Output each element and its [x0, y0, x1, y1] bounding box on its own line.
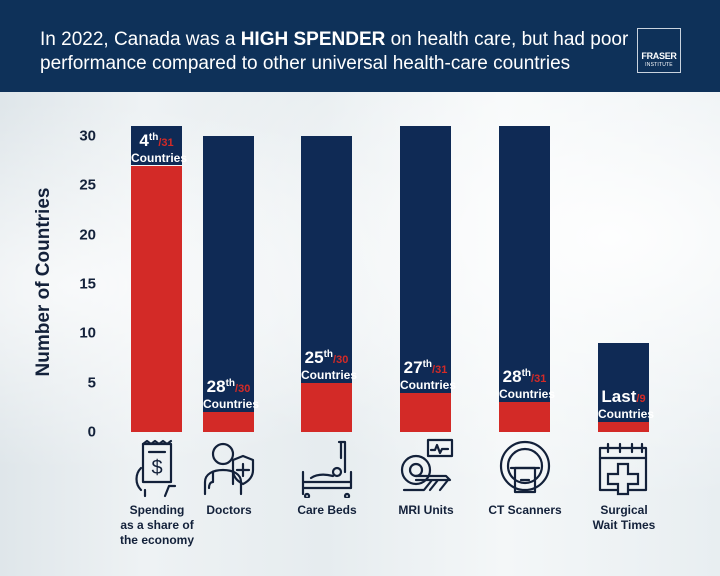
rank-countries: Countries	[598, 407, 655, 422]
title-text: In 2022, Canada was a	[40, 29, 241, 50]
rank-countries: Countries	[301, 367, 358, 382]
category-label-line: Surgical	[600, 503, 648, 517]
bar-5: 28th/31 Countries	[499, 126, 556, 432]
rank-total: /31	[432, 363, 448, 376]
category-label-line: Wait Times	[592, 518, 656, 532]
bar-segment-below	[499, 402, 550, 432]
rank-suffix: th	[521, 368, 532, 380]
rank-countries: Countries	[400, 377, 457, 392]
rank-value: Last/9	[598, 388, 649, 408]
rank-suffix: th	[422, 358, 433, 370]
y-axis-title: Number of Countries	[33, 187, 54, 377]
category-label-line: MRI Units	[398, 503, 454, 517]
bar-segment-rank	[203, 135, 254, 413]
rank-value: 28th/30	[203, 375, 254, 398]
bar-segment-below	[301, 382, 352, 432]
rank-number: 28	[206, 377, 226, 397]
title-emphasis: HIGH SPENDER	[240, 29, 386, 50]
category-label: Doctors	[179, 503, 279, 518]
rank-label: 28th/31 Countries	[499, 365, 556, 402]
header-banner: In 2022, Canada was a HIGH SPENDER on he…	[0, 0, 720, 92]
rank-number: 4	[139, 130, 149, 150]
bar-segment-below	[400, 392, 451, 432]
mri-machine-icon	[396, 438, 456, 498]
rank-countries: Countries	[131, 150, 188, 165]
rank-suffix: th	[323, 348, 334, 360]
hand-receipt-dollar-icon: $	[127, 438, 187, 498]
category-label-line: Doctors	[206, 503, 252, 517]
y-tick-label: 20	[79, 226, 96, 244]
rank-total: /9	[636, 393, 646, 406]
bar-4: 27th/31 Countries	[400, 126, 457, 432]
fraser-institute-logo: FRASER INSTITUTE	[637, 28, 681, 73]
y-tick-label: 5	[87, 374, 96, 392]
bar-segment-below	[131, 165, 182, 432]
bar-6: Last/9 Countries	[598, 343, 655, 432]
rank-label: 27th/31 Countries	[400, 356, 457, 392]
y-tick-label: 15	[79, 275, 96, 293]
rank-total: /31	[158, 136, 174, 149]
rank-total: /31	[531, 373, 547, 386]
hospital-bed-icon	[297, 438, 357, 500]
bar-segment-rank	[400, 126, 451, 393]
category-label: Care Beds	[277, 503, 377, 518]
category-label-line: as a share of	[120, 518, 194, 532]
rank-suffix: th	[225, 378, 236, 390]
logo-line2: INSTITUTE	[645, 62, 673, 68]
chart-title: In 2022, Canada was a HIGH SPENDER on he…	[40, 28, 630, 76]
rank-value: 4th/31	[131, 129, 182, 152]
category-label: Spending as a share of the economy	[107, 503, 207, 548]
title-text: on health care, but had poor performance…	[40, 29, 629, 74]
bar-1: 4th/31 Countries	[131, 126, 188, 432]
category-label-line: Spending	[129, 503, 185, 517]
rank-total: /30	[235, 383, 251, 396]
y-tick-label: 0	[87, 423, 96, 441]
rank-countries: Countries	[203, 397, 260, 412]
rank-countries: Countries	[499, 387, 556, 402]
bar-3: 25th/30 Countries	[301, 135, 358, 432]
category-label: MRI Units	[376, 503, 476, 518]
rank-value: 27th/31	[400, 356, 451, 379]
category-label-line: Care Beds	[297, 503, 357, 517]
y-tick-label: 25	[79, 176, 96, 194]
category-label: Surgical Wait Times	[574, 503, 674, 533]
doctor-shield-icon	[199, 438, 259, 498]
category-label-line: the economy	[119, 533, 194, 547]
bar-segment-rank	[301, 135, 352, 383]
category-label-line: CT Scanners	[488, 503, 562, 517]
ct-scanner-icon	[495, 438, 555, 498]
rank-label: 28th/30 Countries	[203, 375, 260, 412]
rank-number: 28	[502, 367, 522, 387]
rank-label: 4th/31 Countries	[131, 129, 188, 165]
svg-text:$: $	[151, 457, 162, 479]
logo-line1: FRASER	[641, 51, 677, 61]
calendar-plus-icon	[594, 438, 654, 498]
background-photo	[0, 92, 720, 576]
bar-2: 28th/30 Countries	[203, 135, 260, 432]
bar-segment-rank	[499, 126, 550, 403]
bar-segment-below	[598, 422, 649, 432]
rank-number: 27	[403, 357, 423, 377]
bar-segment-rank	[131, 126, 182, 166]
category-label: CT Scanners	[475, 503, 575, 518]
rank-value: 28th/31	[499, 365, 550, 388]
bar-segment-rank	[598, 343, 649, 423]
y-tick-label: 30	[79, 127, 96, 145]
rank-number: 25	[304, 347, 324, 367]
rank-value: 25th/30	[301, 346, 352, 369]
y-tick-label: 10	[79, 324, 96, 342]
rank-label: Last/9 Countries	[598, 388, 655, 422]
rank-number: Last	[601, 387, 637, 407]
rank-label: 25th/30 Countries	[301, 346, 358, 382]
rank-suffix: th	[148, 131, 159, 143]
bar-segment-below	[203, 412, 254, 432]
rank-total: /30	[333, 353, 349, 366]
